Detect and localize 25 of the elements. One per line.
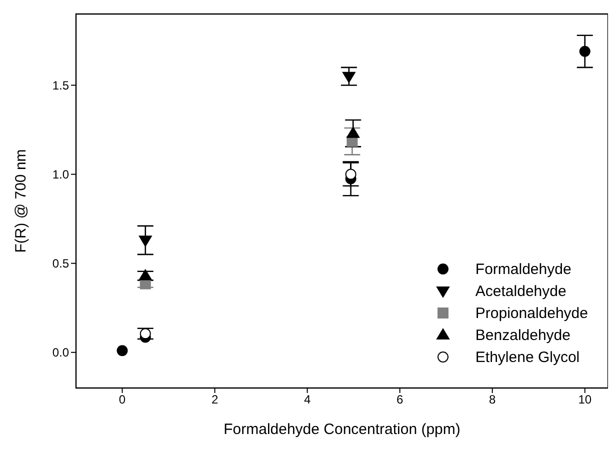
x-tick-label: 0: [118, 392, 126, 407]
legend-label: Formaldehyde: [475, 260, 572, 278]
legend-label: Propionaldehyde: [475, 304, 588, 322]
point: [342, 72, 356, 83]
x-axis-title: Formaldehyde Concentration (ppm): [224, 421, 460, 438]
point: [138, 269, 152, 280]
x-tick-label: 6: [396, 392, 404, 407]
x-tick-label: 8: [489, 392, 496, 407]
point: [345, 168, 356, 180]
x-tick-label: 2: [211, 392, 218, 407]
y-tick-label: 1.0: [52, 168, 70, 182]
point: [138, 236, 152, 247]
legend-label: Benzaldehyde: [475, 326, 570, 344]
y-tick-label: 1.5: [52, 78, 70, 92]
x-tick-label: 10: [578, 392, 592, 407]
point: [116, 345, 128, 356]
y-tick-label: 0.0: [52, 346, 70, 360]
y-axis-title: F(R) @ 700 nm: [12, 149, 30, 253]
legend-label: Ethylene Glycol: [475, 348, 580, 366]
y-tick-label: 0.5: [52, 256, 70, 271]
x-tick-label: 4: [304, 392, 311, 407]
point: [346, 126, 360, 138]
legend-label: Acetaldehyde: [475, 282, 566, 300]
point: [579, 46, 590, 57]
point: [140, 328, 151, 340]
